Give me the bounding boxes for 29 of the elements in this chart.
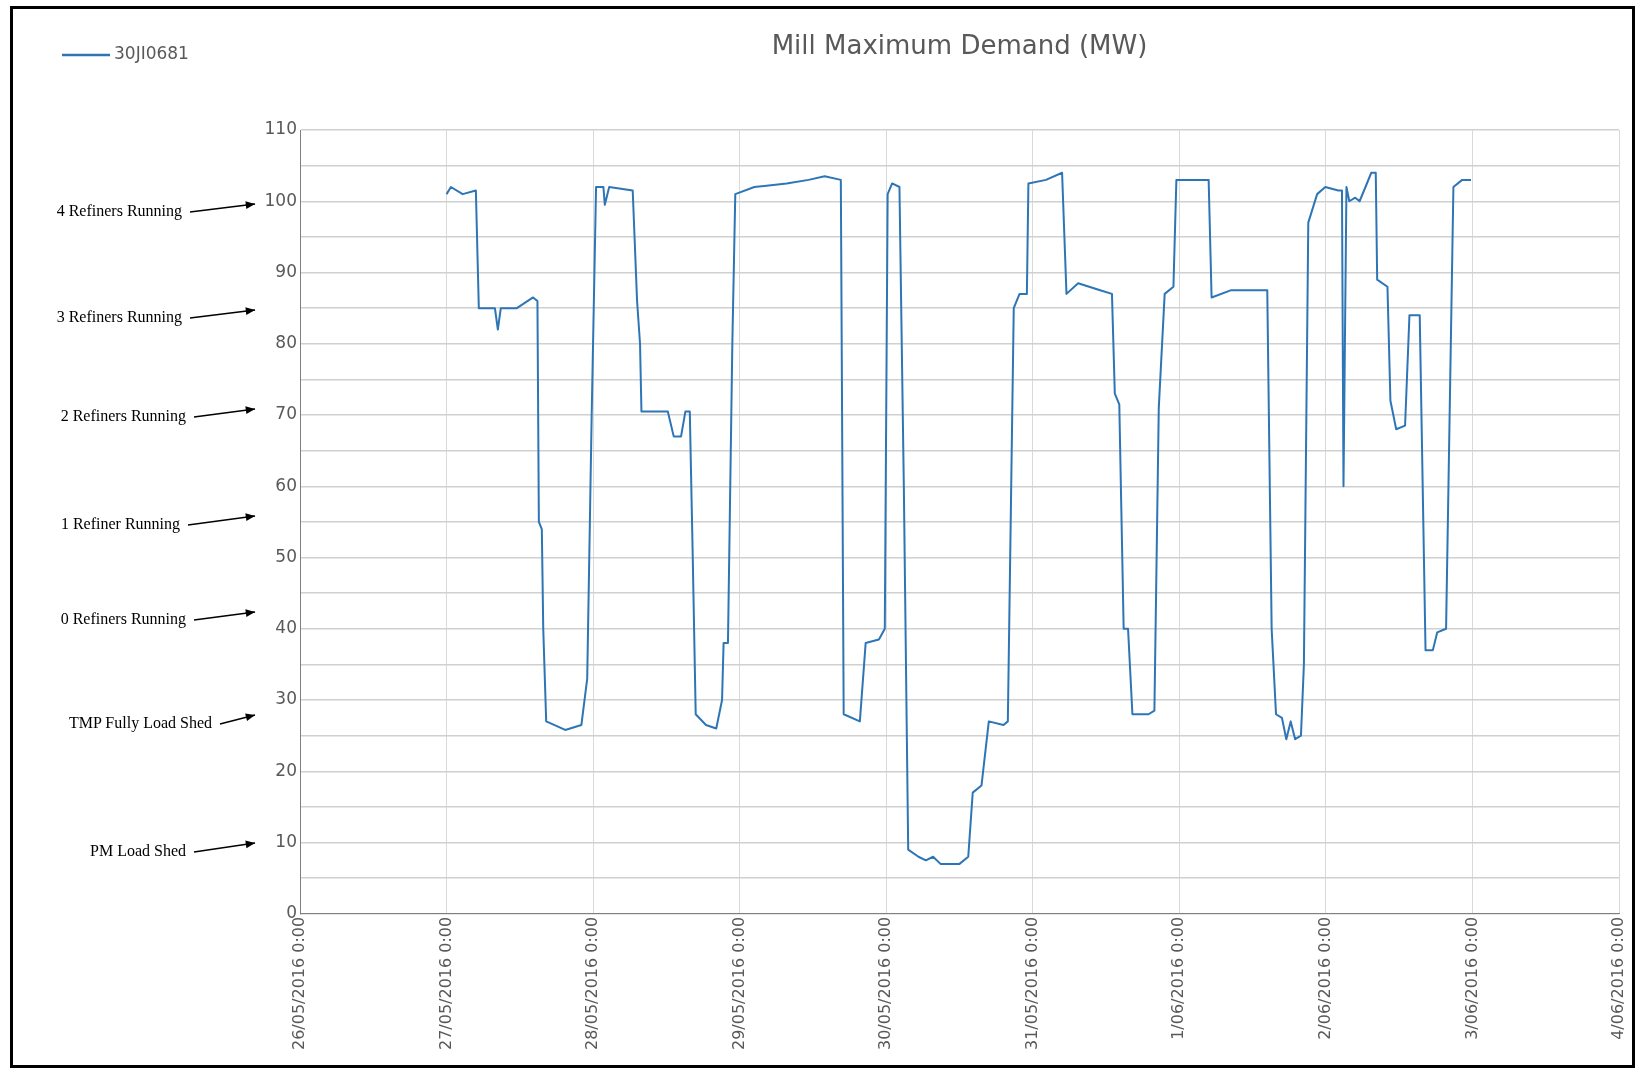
y-tick-label: 20 (275, 759, 297, 780)
x-tick-label: 29/05/2016 0:00 (728, 916, 748, 1050)
x-tick-label: 30/05/2016 0:00 (875, 916, 895, 1050)
y-tick-label: 50 (275, 545, 297, 566)
text: 0 Refiners Running (60, 610, 186, 629)
text: TMP Fully Load Shed (69, 714, 212, 733)
text: 1 Refiner Running (60, 515, 180, 534)
text: 3 Refiners Running (56, 308, 182, 327)
y-tick-label: 110 (264, 118, 297, 139)
chart-title: Mill Maximum Demand (MW) (771, 29, 1148, 60)
x-tick-label: 28/05/2016 0:00 (582, 916, 602, 1050)
x-tick-label: 31/05/2016 0:00 (1021, 916, 1041, 1050)
y-tick-label: 90 (275, 260, 297, 281)
text: PM Load Shed (90, 842, 186, 860)
x-tick-label: 4/06/2016 0:00 (1608, 916, 1628, 1040)
y-tick-label: 40 (275, 617, 297, 638)
y-tick-label: 30 (275, 688, 297, 709)
x-tick-label: 2/06/2016 0:00 (1315, 916, 1335, 1040)
y-tick-label: 60 (275, 474, 297, 495)
y-tick-label: 70 (275, 403, 297, 424)
x-tick-label: 3/06/2016 0:00 (1461, 916, 1481, 1040)
x-tick-label: 27/05/2016 0:00 (435, 916, 455, 1050)
y-tick-label: 100 (264, 189, 297, 210)
y-tick-label: 80 (275, 332, 297, 353)
text: 2 Refiners Running (60, 407, 186, 426)
x-tick-label: 1/06/2016 0:00 (1168, 916, 1188, 1040)
legend-label: 30JI0681 (114, 43, 189, 64)
y-tick-label: 10 (275, 830, 297, 851)
text: 4 Refiners Running (56, 202, 182, 221)
